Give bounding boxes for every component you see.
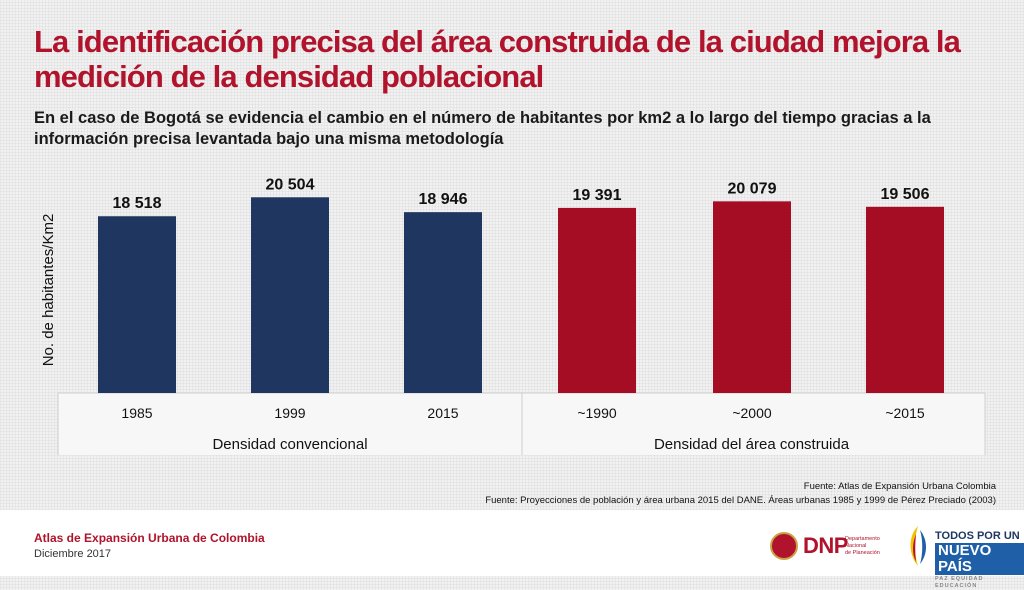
y-axis-label: No. de habitantes/Km2 — [40, 214, 57, 367]
tick-label: ~2015 — [885, 405, 925, 421]
bar — [404, 212, 482, 393]
bar — [251, 197, 329, 393]
bar — [558, 207, 636, 393]
slide-title: La identificación precisa del área const… — [34, 24, 961, 94]
dnp-logo-subtitle: Departamento Nacional de Planeación — [845, 536, 880, 557]
footer-title: Atlas de Expansión Urbana de Colombia — [34, 531, 265, 545]
dnp-logo: DNP — [803, 533, 848, 558]
bar — [866, 206, 944, 393]
government-logo-icon — [910, 526, 926, 566]
government-logo-line2: NUEVO PAÍS — [935, 543, 1024, 575]
data-label: 20 504 — [266, 176, 315, 193]
bar-chart: No. de habitantes/Km2 18 518 1985 20 504 199… — [40, 176, 986, 455]
sources: Fuente: Atlas de Expansión Urbana Colomb… — [485, 480, 996, 508]
dnp-logo-line: Nacional — [845, 543, 867, 549]
data-label: 19 506 — [881, 186, 930, 203]
dnp-logo-line: Departamento — [845, 536, 880, 542]
group-label: Densidad convencional — [212, 436, 367, 453]
government-logo-line1: TODOS POR UN — [935, 530, 1020, 542]
coat-of-arms-icon — [770, 532, 798, 560]
source-line: Fuente: Proyecciones de población y área… — [485, 495, 996, 506]
tick-label: ~1990 — [577, 405, 617, 421]
data-label: 18 518 — [113, 195, 162, 212]
bar — [713, 201, 791, 393]
group-label: Densidad del área construida — [654, 436, 850, 453]
source-line: Fuente: Atlas de Expansión Urbana Colomb… — [803, 481, 996, 492]
tick-label: 1999 — [274, 405, 305, 421]
tick-label: 1985 — [121, 405, 152, 421]
government-logo-line3: PAZ EQUIDAD EDUCACIÓN — [935, 576, 984, 589]
dnp-logo-line: de Planeación — [845, 550, 880, 556]
footer: Atlas de Expansión Urbana de Colombia Di… — [0, 510, 1024, 589]
bar — [98, 216, 176, 393]
tick-label: ~2000 — [732, 405, 772, 421]
slide-subtitle: En el caso de Bogotá se evidencia el cam… — [34, 109, 931, 148]
data-label: 19 391 — [573, 187, 622, 204]
government-logo: TODOS POR UN NUEVO PAÍS PAZ EQUIDAD EDUC… — [935, 530, 1024, 590]
data-label: 18 946 — [419, 191, 468, 208]
footer-date: Diciembre 2017 — [34, 548, 112, 560]
tick-label: 2015 — [427, 405, 458, 421]
data-label: 20 079 — [728, 180, 777, 197]
